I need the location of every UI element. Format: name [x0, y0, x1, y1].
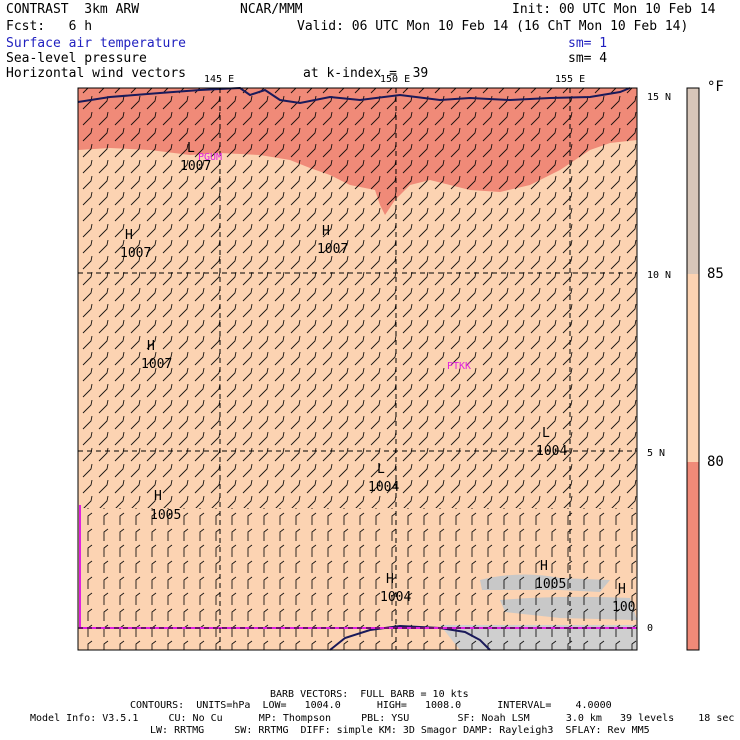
- field-slp: Sea-level pressure: [6, 51, 147, 66]
- forecast-hour: Fcst: 6 h: [6, 19, 93, 34]
- lon-label-145: 145 E: [204, 74, 235, 85]
- field-slp-smoothing: sm= 4: [568, 51, 608, 66]
- model-title: CONTRAST 3km ARW: [6, 2, 140, 17]
- pressure-center-type: H: [618, 582, 626, 597]
- wind-barbs-south: [78, 508, 637, 650]
- colorbar-level-85: 85: [707, 266, 724, 282]
- pressure-center-type: H: [540, 559, 548, 574]
- pressure-center-value: 1004: [380, 590, 412, 605]
- pressure-center-type: H: [154, 489, 162, 504]
- wind-barbs: [78, 88, 637, 508]
- valid-time: Valid: 06 UTC Mon 10 Feb 14 (16 ChT Mon …: [297, 19, 689, 34]
- init-time: Init: 00 UTC Mon 10 Feb 14: [512, 2, 716, 17]
- colorbar-frame: [686, 87, 700, 651]
- pressure-center-value: 1007: [180, 159, 212, 174]
- pressure-center-value: 1004: [536, 444, 568, 459]
- pressure-center-value: 1007: [120, 246, 152, 261]
- barb-legend: BARB VECTORS: FULL BARB = 10 kts: [270, 689, 469, 700]
- lon-label-150: 150 E: [380, 74, 411, 85]
- lat-label-15n: 15 N: [647, 92, 672, 103]
- pressure-center-type: H: [147, 339, 155, 354]
- center-name: NCAR/MMM: [240, 2, 303, 17]
- lat-label-0: 0: [647, 623, 654, 634]
- colorbar-segment-top: [687, 88, 699, 274]
- pressure-center-value: 100: [612, 600, 636, 615]
- pressure-center-type: L: [542, 426, 550, 441]
- contours-legend: CONTOURS: UNITS=hPa LOW= 1004.0 HIGH= 10…: [130, 700, 612, 711]
- pressure-center-value: 1004: [368, 480, 400, 495]
- colorbar-segment-mid: [687, 274, 699, 462]
- colorbar-unit: °F: [707, 79, 724, 95]
- station-label-pgum: PGUM: [198, 152, 223, 163]
- plot-frame: [77, 87, 638, 651]
- field-surface-temp-smoothing: sm= 1: [568, 36, 608, 51]
- lat-label-5n: 5 N: [647, 448, 666, 459]
- pressure-center-value: 1007: [141, 357, 173, 372]
- pressure-center-type: H: [125, 228, 133, 243]
- pressure-center-value: 1005: [535, 577, 567, 592]
- field-surface-temp: Surface air temperature: [6, 36, 187, 51]
- colorbar-segment-low: [687, 462, 699, 650]
- colorbar-level-80: 80: [707, 454, 724, 470]
- field-wind: Horizontal wind vectors: [6, 66, 187, 81]
- pressure-center-type: H: [322, 224, 330, 239]
- station-label-ptkk: PTKK: [447, 361, 472, 372]
- pressure-center-type: H: [386, 572, 394, 587]
- coastline-north: [77, 86, 631, 105]
- lat-label-10n: 10 N: [647, 270, 672, 281]
- pressure-center-type: L: [377, 462, 385, 477]
- pressure-center-type: L: [187, 141, 195, 156]
- k-index: at k-index = 39: [303, 66, 429, 81]
- model-info-line2: LW: RRTMG SW: RRTMG DIFF: simple KM: 3D …: [150, 725, 650, 736]
- pressure-center-value: 1005: [150, 508, 182, 523]
- lon-label-155: 155 E: [555, 74, 586, 85]
- grid-lines: [78, 88, 637, 650]
- model-info-line1: Model Info: V3.5.1 CU: No Cu MP: Thompso…: [30, 713, 735, 724]
- pressure-center-value: 1007: [317, 242, 349, 257]
